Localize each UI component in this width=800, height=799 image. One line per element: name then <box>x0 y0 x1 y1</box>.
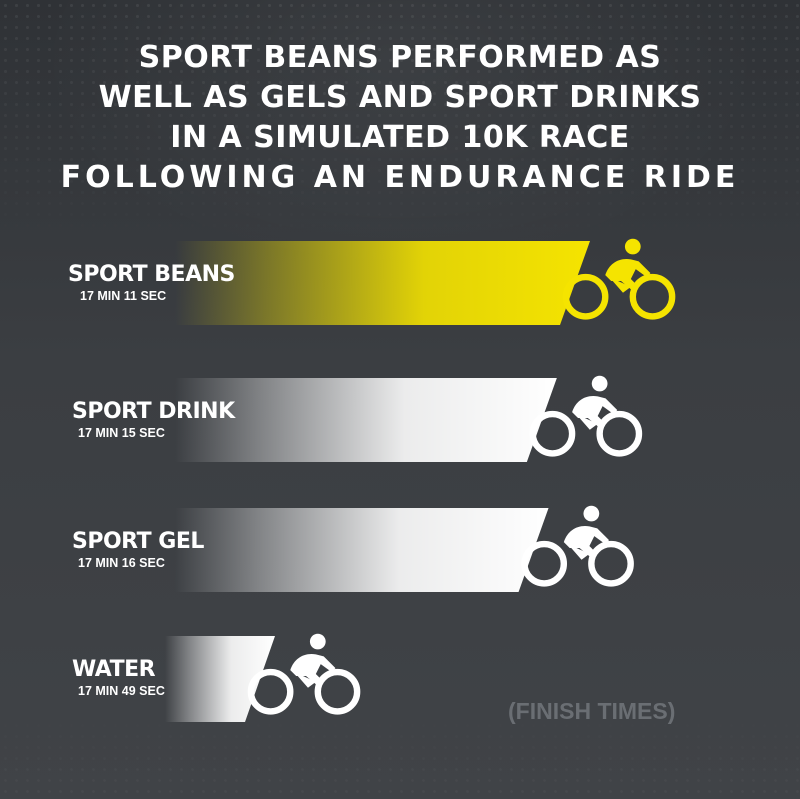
bar-value-label: 17 MIN 11 SEC <box>80 289 166 303</box>
bar-group-3: SPORT GEL 17 MIN 16 SEC <box>72 506 631 592</box>
bar-value-label: 17 MIN 16 SEC <box>78 556 165 570</box>
halftone-pattern-bottom <box>0 709 800 799</box>
bar <box>175 378 557 462</box>
bar-group-1: SPORT BEANS 17 MIN 11 SEC <box>68 239 672 325</box>
bar-category-label: WATER <box>72 657 156 682</box>
bar-category-label: SPORT GEL <box>72 529 204 554</box>
bar-group-4: WATER 17 MIN 49 SEC <box>72 634 357 722</box>
headline-line-4: FOLLOWING AN ENDURANCE RIDE <box>60 160 740 195</box>
footnote: (FINISH TIMES) <box>508 698 676 724</box>
bar-category-label: SPORT BEANS <box>68 262 235 287</box>
bar-value-label: 17 MIN 49 SEC <box>78 684 165 698</box>
bar-value-label: 17 MIN 15 SEC <box>78 426 165 440</box>
bar <box>175 508 549 592</box>
bar-category-label: SPORT DRINK <box>72 399 236 424</box>
headline-line-1: SPORT BEANS PERFORMED AS <box>138 40 662 75</box>
bar <box>165 636 275 722</box>
halftone-pattern <box>0 0 800 250</box>
bar-group-2: SPORT DRINK 17 MIN 15 SEC <box>72 376 639 462</box>
headline: SPORT BEANS PERFORMED AS WELL AS GELS AN… <box>0 38 800 198</box>
headline-line-2: WELL AS GELS AND SPORT DRINKS <box>98 80 702 115</box>
headline-line-3: IN A SIMULATED 10K RACE <box>170 120 630 155</box>
bar <box>175 241 590 325</box>
